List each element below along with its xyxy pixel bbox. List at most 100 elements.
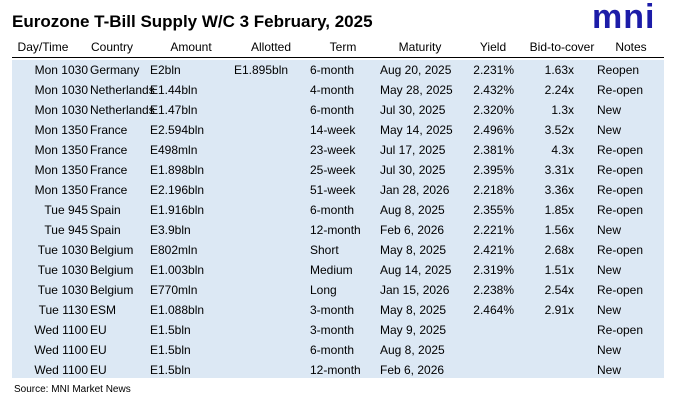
table-cell: E770mln xyxy=(150,283,198,297)
table-cell: EU xyxy=(90,363,107,377)
table-cell: Mon 1030 xyxy=(34,63,88,77)
table-cell: ESM xyxy=(90,303,117,317)
table-cell: E1.003bln xyxy=(150,263,205,277)
table-cell: 6-month xyxy=(310,203,355,217)
table-cell: 2.355% xyxy=(473,203,514,217)
table-cell: Feb 6, 2026 xyxy=(380,223,445,237)
table-cell: EU xyxy=(90,323,107,337)
column-header: Maturity xyxy=(398,40,442,54)
table-cell: 3-month xyxy=(310,303,355,317)
table-cell: 3.31x xyxy=(544,163,574,177)
table-cell: 4-month xyxy=(310,83,355,97)
table-cell: 2.381% xyxy=(473,143,514,157)
table-cell: 1.63x xyxy=(544,63,574,77)
table-cell: May 28, 2025 xyxy=(380,83,453,97)
table-cell: E1.088bln xyxy=(150,303,205,317)
table-cell: Mon 1030 xyxy=(34,103,88,117)
table-cell: Tue 1030 xyxy=(37,283,88,297)
table-cell: Mon 1350 xyxy=(34,183,88,197)
table-cell: E3.9bln xyxy=(150,223,191,237)
table-cell: 2.54x xyxy=(544,283,574,297)
table-cell: Tue 945 xyxy=(44,223,88,237)
table-cell: May 14, 2025 xyxy=(380,123,453,137)
table-cell: Wed 1100 xyxy=(34,343,88,357)
table-cell: Jan 15, 2026 xyxy=(380,283,450,297)
table-cell: Wed 1100 xyxy=(34,323,88,337)
table-cell: Tue 1130 xyxy=(38,303,88,317)
table-cell: Germany xyxy=(90,63,140,77)
table-cell: Netherlands xyxy=(90,103,155,117)
source: Source: MNI Market News xyxy=(14,384,131,395)
table-cell: E1.5bln xyxy=(150,323,191,337)
table-cell: 2.432% xyxy=(473,83,514,97)
table-cell: 2.319% xyxy=(473,263,514,277)
table-cell: Belgium xyxy=(90,243,134,257)
table-cell: 4.3x xyxy=(551,143,574,157)
table-cell: New xyxy=(597,303,622,317)
table-cell: Aug 14, 2025 xyxy=(380,263,452,277)
table-cell: 3.36x xyxy=(544,183,574,197)
table-cell: Jul 30, 2025 xyxy=(380,163,446,177)
table-cell: 1.51x xyxy=(544,263,574,277)
table-cell: 12-month xyxy=(310,223,361,237)
table-cell: 14-week xyxy=(310,123,356,137)
column-header: Bid-to-cover xyxy=(529,40,595,54)
table-cell: 1.3x xyxy=(551,103,574,117)
table-cell: 2.395% xyxy=(473,163,514,177)
table-cell: May 8, 2025 xyxy=(380,243,447,257)
table-cell: E2.196bln xyxy=(150,183,205,197)
table-cell: E498mln xyxy=(150,143,198,157)
column-header: Amount xyxy=(170,40,212,54)
table-cell: Netherlands xyxy=(90,83,155,97)
table-cell: Re-open xyxy=(597,283,644,297)
table-cell: 6-month xyxy=(310,63,355,77)
table-cell: E1.898bln xyxy=(150,163,205,177)
table-cell: Re-open xyxy=(597,323,644,337)
table-cell: Mon 1350 xyxy=(34,143,88,157)
table-cell: 3.52x xyxy=(544,123,574,137)
table-cell: France xyxy=(90,183,128,197)
table-cell: 1.85x xyxy=(544,203,574,217)
table-cell: 2.91x xyxy=(544,303,574,317)
table-cell: 2.24x xyxy=(544,83,574,97)
column-header: Allotted xyxy=(250,40,292,54)
column-header: Country xyxy=(90,40,134,54)
table-cell: Re-open xyxy=(597,203,644,217)
table-cell: 51-week xyxy=(310,183,356,197)
table-cell: Reopen xyxy=(597,63,640,77)
logo: mni xyxy=(592,0,656,36)
table-cell: 25-week xyxy=(310,163,356,177)
table-cell: 2.464% xyxy=(473,303,514,317)
table-cell: E1.44bln xyxy=(150,83,198,97)
table-cell: Belgium xyxy=(90,263,134,277)
table-cell: Re-open xyxy=(597,183,644,197)
table-cell: 2.221% xyxy=(473,223,514,237)
table-cell: 3-month xyxy=(310,323,355,337)
table-cell: Jul 30, 2025 xyxy=(380,103,446,117)
table-cell: E1.916bln xyxy=(150,203,205,217)
table-cell: New xyxy=(597,123,622,137)
table-cell: Feb 6, 2026 xyxy=(380,363,445,377)
table-cell: 12-month xyxy=(310,363,361,377)
table-cell: May 9, 2025 xyxy=(380,323,447,337)
table-cell: Tue 1030 xyxy=(37,243,88,257)
column-header: Term xyxy=(329,40,357,54)
table-cell: Aug 20, 2025 xyxy=(380,63,452,77)
table-cell: New xyxy=(597,343,622,357)
table-cell: New xyxy=(597,223,622,237)
table-cell: Long xyxy=(310,283,337,297)
table-cell: E2bln xyxy=(150,63,181,77)
table-cell: 2.218% xyxy=(473,183,514,197)
title: Eurozone T-Bill Supply W/C 3 February, 2… xyxy=(12,12,373,31)
table-cell: Wed 1100 xyxy=(34,363,88,377)
table-cell: E1.895bln xyxy=(234,63,289,77)
table-cell: 6-month xyxy=(310,343,355,357)
table-cell: Re-open xyxy=(597,143,644,157)
table-cell: Mon 1350 xyxy=(34,163,88,177)
header-rule xyxy=(12,57,664,58)
table-cell: Medium xyxy=(310,263,353,277)
table-cell: 2.421% xyxy=(473,243,514,257)
table-cell: New xyxy=(597,263,622,277)
table-cell: 2.231% xyxy=(473,63,514,77)
